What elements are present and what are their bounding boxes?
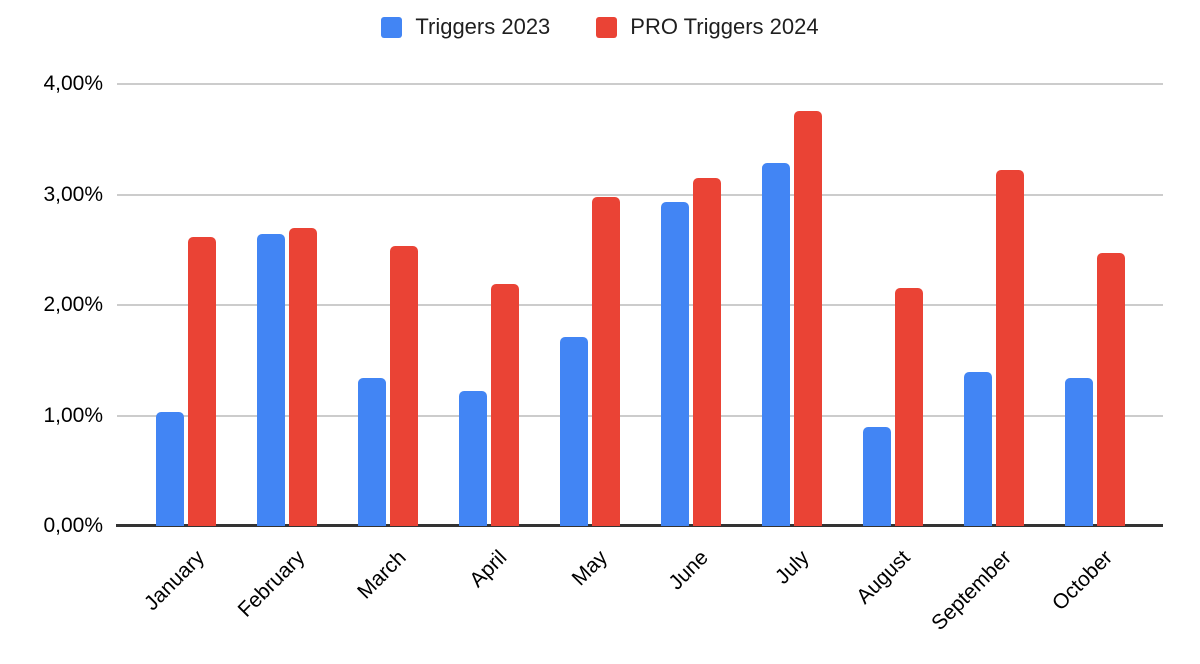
y-tick-label: 1,00% xyxy=(43,403,103,427)
y-tick-label: 4,00% xyxy=(43,72,103,95)
bar-triggers-2023-january xyxy=(156,412,185,526)
bar-pro-triggers-2024-september xyxy=(995,170,1024,526)
bar-pro-triggers-2024-july xyxy=(793,110,822,526)
bar-pro-triggers-2024-march xyxy=(390,246,419,526)
gridline xyxy=(117,193,1163,196)
x-axis-label-july: July xyxy=(771,546,815,589)
x-axis-label-february: February xyxy=(233,546,310,622)
gridline xyxy=(117,304,1163,306)
bar-triggers-2023-may xyxy=(560,337,589,526)
bar-group-october xyxy=(1044,84,1145,526)
bar-pro-triggers-2024-may xyxy=(592,196,621,526)
x-axis-label-may: May xyxy=(567,546,613,591)
legend-swatch-icon xyxy=(596,16,618,38)
legend-label: Triggers 2023 xyxy=(415,14,551,39)
x-axis-label-april: April xyxy=(465,546,512,592)
bar-group-march xyxy=(338,84,439,526)
bar-group-september xyxy=(943,84,1044,526)
gridline xyxy=(117,414,1163,417)
bar-pro-triggers-2024-february xyxy=(289,227,318,526)
bar-group-february xyxy=(237,84,338,526)
x-axis-label-august: August xyxy=(852,546,916,609)
bar-pro-triggers-2024-october xyxy=(1096,253,1125,526)
bar-group-may xyxy=(540,84,641,526)
x-axis-baseline xyxy=(116,524,1163,527)
bar-triggers-2023-october xyxy=(1064,377,1093,526)
x-axis-label-october: October xyxy=(1047,546,1117,616)
bar-group-july xyxy=(741,84,842,526)
bar-triggers-2023-july xyxy=(761,162,790,526)
bar-pro-triggers-2024-january xyxy=(188,236,217,526)
y-tick-label: 2,00% xyxy=(43,293,103,316)
y-tick-label: 0,00% xyxy=(43,514,103,537)
bar-pro-triggers-2024-august xyxy=(894,288,923,526)
bar-triggers-2023-september xyxy=(963,372,992,526)
x-axis-label-march: March xyxy=(352,546,411,604)
x-axis-label-september: September xyxy=(926,546,1016,635)
chart-legend: Triggers 2023 PRO Triggers 2024 xyxy=(0,16,1200,38)
legend-label: PRO Triggers 2024 xyxy=(630,14,819,39)
plot-area xyxy=(136,84,1145,526)
bar-group-june xyxy=(641,84,742,526)
legend-item-pro-triggers-2024: PRO Triggers 2024 xyxy=(596,14,819,39)
legend-swatch-icon xyxy=(381,16,403,38)
x-axis-label-january: January xyxy=(139,546,209,616)
bar-triggers-2023-april xyxy=(459,391,488,526)
bar-group-january xyxy=(136,84,237,526)
bar-triggers-2023-august xyxy=(862,426,891,526)
bar-group-august xyxy=(842,84,943,526)
bar-group-april xyxy=(439,84,540,526)
gridline xyxy=(117,83,1163,85)
bar-triggers-2023-february xyxy=(257,234,286,526)
bar-triggers-2023-march xyxy=(358,377,387,526)
bar-pro-triggers-2024-june xyxy=(692,177,721,526)
legend-item-triggers-2023: Triggers 2023 xyxy=(381,16,550,38)
bar-pro-triggers-2024-april xyxy=(491,284,520,526)
x-axis-label-june: June xyxy=(664,546,714,595)
bar-triggers-2023-june xyxy=(660,202,689,526)
y-tick-label: 3,00% xyxy=(43,182,103,206)
